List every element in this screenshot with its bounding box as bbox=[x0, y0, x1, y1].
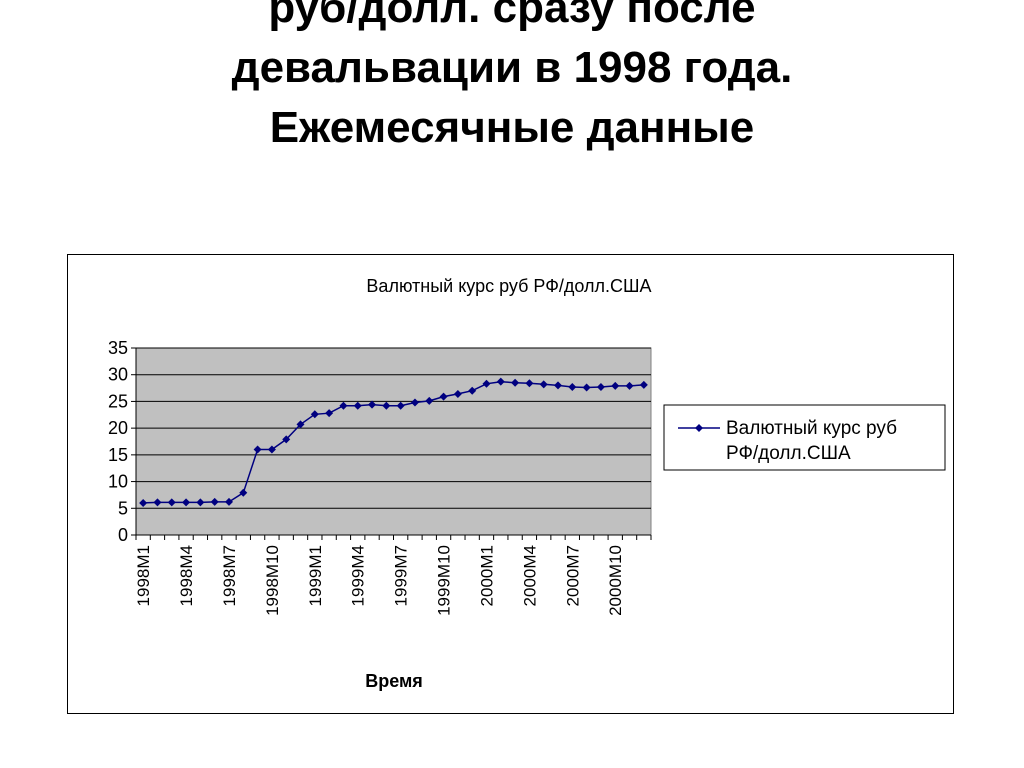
data-point bbox=[525, 379, 534, 388]
y-tick-label: 0 bbox=[118, 525, 128, 545]
data-point bbox=[496, 377, 505, 386]
x-tick-label: 1998M1 bbox=[134, 545, 153, 606]
data-point bbox=[439, 392, 448, 401]
y-tick-label: 15 bbox=[108, 445, 128, 465]
x-axis-label: Время bbox=[365, 671, 423, 691]
data-point bbox=[568, 383, 577, 392]
data-point bbox=[625, 381, 634, 390]
x-tick-label: 2000M7 bbox=[563, 545, 582, 606]
x-tick-label: 1999M1 bbox=[306, 545, 325, 606]
slide-title-line-2: девальвации в 1998 года. bbox=[231, 43, 793, 92]
x-tick-label: 1998M10 bbox=[263, 545, 282, 616]
data-point bbox=[425, 396, 434, 405]
y-tick-label: 25 bbox=[108, 391, 128, 411]
data-point bbox=[253, 445, 262, 454]
data-point bbox=[153, 498, 162, 507]
data-point bbox=[368, 400, 377, 409]
data-point bbox=[167, 498, 176, 507]
data-point bbox=[453, 389, 462, 398]
data-point bbox=[325, 409, 334, 418]
x-tick-label: 1999M10 bbox=[435, 545, 454, 616]
data-point bbox=[482, 379, 491, 388]
x-tick-label: 1998M7 bbox=[220, 545, 239, 606]
chart-title: Валютный курс руб РФ/долл.США bbox=[366, 276, 651, 296]
x-tick-label: 2000M4 bbox=[520, 545, 539, 606]
x-tick-label: 1998M4 bbox=[177, 545, 196, 606]
exchange-rate-chart: Валютный курс руб РФ/долл.США 0 5 10 15 20 25 3… bbox=[108, 276, 946, 691]
x-tick-label: 1999M4 bbox=[349, 545, 368, 606]
legend-label: Валютный курс руб РФ/долл.США bbox=[726, 418, 897, 464]
data-point bbox=[182, 498, 191, 507]
y-tick-label: 30 bbox=[108, 365, 128, 385]
data-point bbox=[224, 497, 233, 506]
data-point bbox=[639, 380, 648, 389]
y-tick-label: 35 bbox=[108, 338, 128, 358]
data-point bbox=[339, 401, 348, 410]
data-point bbox=[139, 498, 148, 507]
data-point bbox=[196, 498, 205, 507]
data-point bbox=[611, 381, 620, 390]
data-point bbox=[468, 386, 477, 395]
slide-title-line-1: руб/долл. сразу после bbox=[268, 0, 756, 32]
y-tick-label: 20 bbox=[108, 418, 128, 438]
legend-marker bbox=[695, 424, 703, 432]
data-point bbox=[353, 401, 362, 410]
y-tick-label: 5 bbox=[118, 498, 128, 518]
chart-frame: Валютный курс руб РФ/долл.США 0 5 10 15 20 25 3… bbox=[67, 254, 954, 714]
data-point bbox=[410, 398, 419, 407]
slide-title-line-3: Ежемесячные данные bbox=[269, 103, 755, 152]
data-point bbox=[282, 435, 291, 444]
x-tick-label: 2000M1 bbox=[477, 545, 496, 606]
data-point bbox=[582, 383, 591, 392]
legend-box bbox=[663, 404, 946, 471]
slide-title: руб/долл. сразу после девальвации в 1998… bbox=[0, 0, 1024, 158]
data-point bbox=[210, 497, 219, 506]
data-point bbox=[296, 420, 305, 429]
data-point bbox=[554, 381, 563, 390]
data-point bbox=[396, 401, 405, 410]
data-point bbox=[267, 445, 276, 454]
data-point bbox=[596, 383, 605, 392]
data-point bbox=[511, 378, 520, 387]
x-tick-label: 2000M10 bbox=[606, 545, 625, 616]
plot-area bbox=[135, 347, 652, 536]
data-point bbox=[539, 380, 548, 389]
y-tick-label: 10 bbox=[108, 472, 128, 492]
data-point bbox=[239, 488, 248, 497]
data-point bbox=[310, 410, 319, 419]
x-tick-label: 1999M7 bbox=[392, 545, 411, 606]
data-point bbox=[382, 401, 391, 410]
